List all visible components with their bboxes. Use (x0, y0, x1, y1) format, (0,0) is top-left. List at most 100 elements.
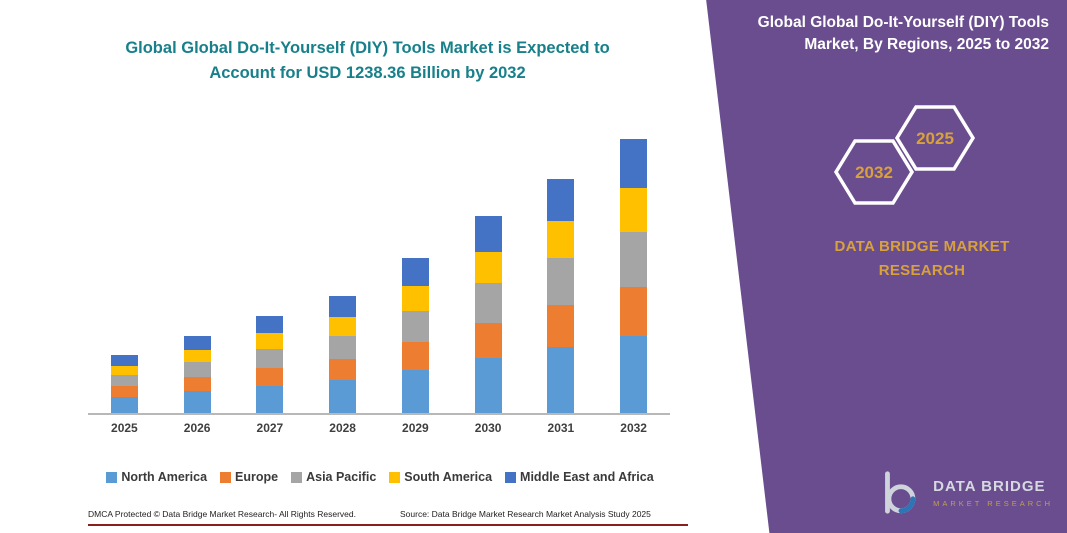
x-tick-2025: 2025 (111, 421, 138, 435)
logo-text: DATA BRIDGE MARKET RESEARCH (933, 478, 1053, 508)
year-hexagons: 2032 2025 (833, 105, 976, 205)
bar-segment-2031-europe (547, 305, 575, 348)
logo-tagline: MARKET RESEARCH (933, 498, 1053, 508)
bar-segment-2029-europe (401, 341, 429, 370)
legend-item-north-america: North America (106, 470, 207, 484)
x-tick-2028: 2028 (329, 421, 356, 435)
bar-slot-2028 (306, 122, 379, 413)
bar-segment-2029-middle-east-and-africa (401, 258, 429, 286)
bar-segment-2030-middle-east-and-africa (474, 216, 502, 252)
bar-segment-2031-north-america (547, 347, 575, 413)
bar-segment-2030-north-america (474, 357, 502, 413)
hexagon-2025 (894, 105, 976, 171)
chart-title: Global Global Do-It-Yourself (DIY) Tools… (125, 39, 610, 82)
bar-segment-2025-north-america (110, 396, 138, 413)
bar-segment-2027-north-america (256, 385, 284, 413)
bar-segment-2025-asia-pacific (110, 374, 138, 387)
x-tick-2032: 2032 (620, 421, 647, 435)
bar-segment-2028-asia-pacific (329, 335, 357, 360)
legend-item-middle-east-and-africa: Middle East and Africa (505, 470, 654, 484)
bar-segment-2027-south-america (256, 333, 284, 349)
bar-segment-2026-south-america (183, 349, 211, 362)
bar-segment-2028-middle-east-and-africa (329, 295, 357, 318)
bar-segment-2030-asia-pacific (474, 283, 502, 323)
x-tick-2026: 2026 (183, 421, 211, 435)
bar-segment-2032-south-america (620, 188, 648, 233)
bar-segment-2032-middle-east-and-africa (620, 139, 648, 189)
bar-segment-2032-asia-pacific (620, 232, 648, 287)
bar-2026 (183, 335, 211, 413)
legend-label: North America (121, 470, 208, 484)
chart-legend: North America Europe Asia Pacific South Ame… (60, 470, 700, 484)
dmca-notice: DMCA Protected © Data Bridge Market Rese… (88, 509, 356, 519)
bar-slot-2029 (379, 122, 452, 413)
bar-slot-2026 (161, 122, 234, 413)
bar-segment-2026-north-america (183, 391, 211, 413)
bar-segment-2032-europe (620, 286, 648, 337)
bar-segment-2028-north-america (329, 380, 357, 413)
bar-segment-2030-europe (474, 322, 502, 358)
brand-wordmark: DATA BRIDGE MARKET RESEARCH (834, 238, 1010, 279)
bar-2032 (620, 139, 648, 413)
bar-segment-2029-asia-pacific (401, 310, 429, 342)
bar-segment-2026-asia-pacific (183, 361, 211, 378)
footer-logo: DATA BRIDGE MARKET RESEARCH (875, 469, 1053, 517)
bar-2025 (110, 355, 138, 413)
bar-segment-2028-europe (329, 359, 357, 381)
source-note: Source: Data Bridge Market Research Mark… (400, 509, 651, 519)
x-axis-ticks: 2025 2026 2027 2028 2029 2030 2031 2032 (88, 421, 670, 435)
x-tick-2030: 2030 (474, 421, 502, 435)
bar-2028 (329, 295, 357, 413)
bar-2030 (474, 216, 502, 413)
bar-segment-2032-north-america (620, 336, 648, 413)
legend-item-south-america: South America (389, 470, 492, 484)
legend-swatch (291, 471, 303, 483)
bar-segment-2025-south-america (110, 365, 138, 375)
logo-name: DATA BRIDGE (933, 477, 1046, 495)
bar-slot-2025 (88, 122, 161, 413)
bar-segment-2027-middle-east-and-africa (256, 315, 284, 334)
bar-slot-2031 (525, 122, 598, 413)
bar-2029 (401, 258, 429, 413)
bar-segment-2027-europe (256, 368, 284, 386)
hexagon-2032 (833, 139, 915, 205)
legend-swatch (106, 471, 118, 483)
databridge-logo-icon (885, 471, 916, 514)
bar-slot-2027 (234, 122, 307, 413)
bar-2027 (256, 315, 284, 413)
legend-item-europe: Europe (220, 470, 278, 484)
bar-segment-2025-middle-east-and-africa (110, 355, 138, 366)
legend-item-asia-pacific: Asia Pacific (291, 470, 376, 484)
bar-slot-2030 (452, 122, 525, 413)
panel-title: Global Global Do-It-Yourself (DIY) Tools… (757, 14, 1049, 53)
legend-label: Asia Pacific (306, 470, 377, 484)
legend-swatch (505, 471, 517, 483)
x-tick-2029: 2029 (402, 421, 429, 435)
bar-segment-2027-asia-pacific (256, 348, 284, 369)
legend-label: South America (404, 470, 493, 484)
legend-swatch (389, 471, 401, 483)
x-tick-2027: 2027 (256, 421, 284, 435)
bar-segment-2031-asia-pacific (547, 258, 575, 306)
bar-segment-2030-south-america (474, 251, 502, 284)
legend-label: Middle East and Africa (520, 470, 654, 484)
bar-segment-2026-middle-east-and-africa (183, 335, 211, 350)
hexagon-2025-label: 2025 (916, 129, 954, 148)
side-panel: Global Global Do-It-Yourself (DIY) Tools… (706, 0, 1067, 533)
bar-segment-2031-middle-east-and-africa (547, 178, 575, 221)
bar-slot-2032 (597, 122, 670, 413)
plot-area (88, 122, 670, 415)
bar-segment-2029-north-america (401, 369, 429, 413)
legend-swatch (220, 471, 232, 483)
hexagon-2032-label: 2032 (855, 163, 893, 182)
bar-segment-2029-south-america (401, 285, 429, 311)
bottom-divider (88, 524, 688, 526)
bar-2031 (547, 178, 575, 413)
bar-segment-2026-europe (183, 377, 211, 392)
bar-segment-2031-south-america (547, 220, 575, 259)
bar-segment-2028-south-america (329, 317, 357, 336)
x-tick-2031: 2031 (547, 421, 575, 435)
bar-segment-2025-europe (110, 386, 138, 397)
legend-label: Europe (235, 470, 279, 484)
